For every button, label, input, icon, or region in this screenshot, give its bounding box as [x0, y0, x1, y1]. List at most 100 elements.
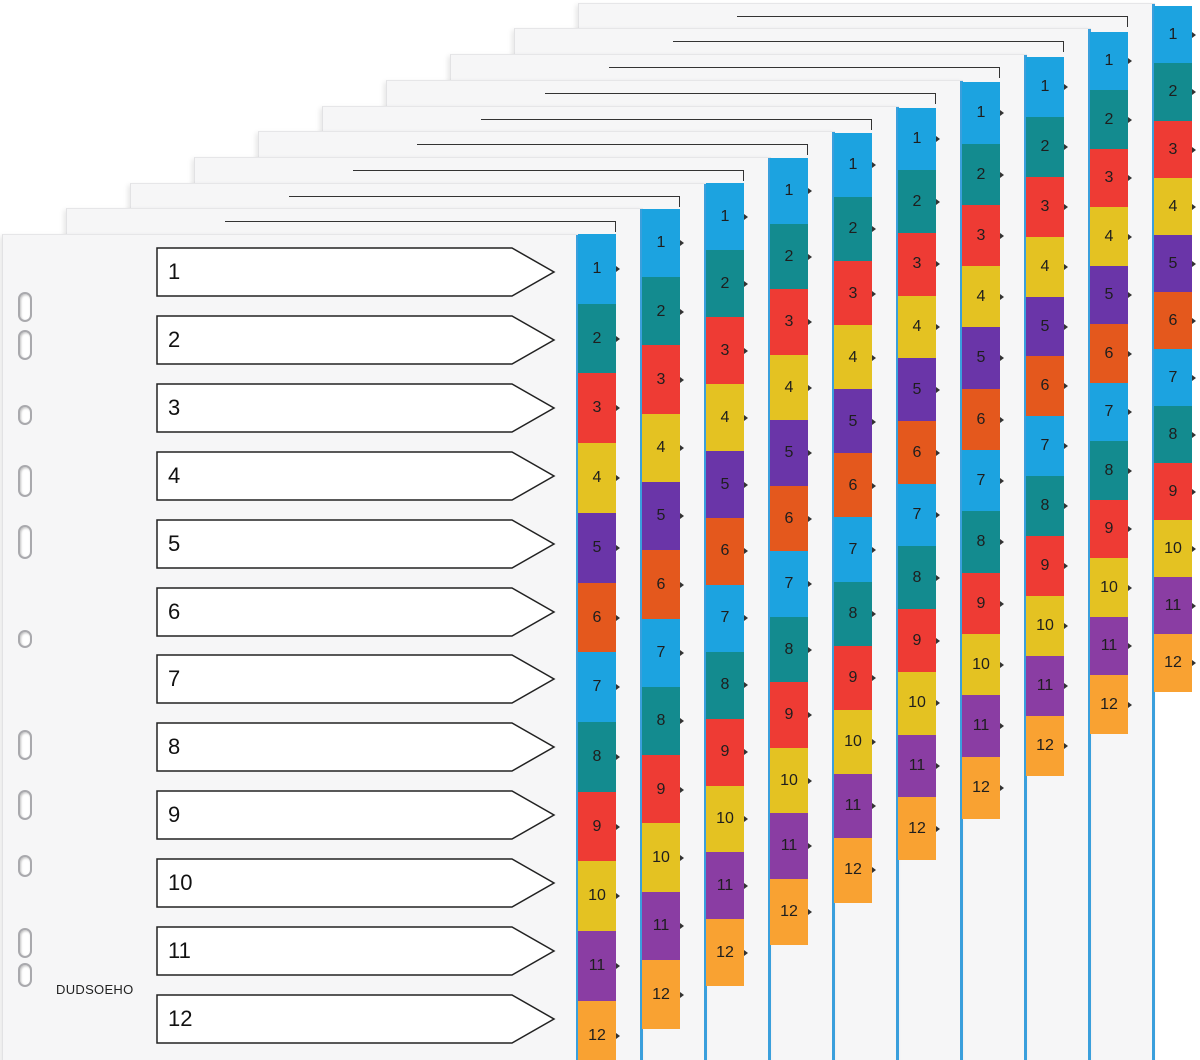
index-tab[interactable]: 6 [642, 550, 684, 620]
index-tab[interactable]: 1 [1026, 56, 1068, 117]
index-tab[interactable]: 10 [642, 823, 684, 893]
index-tab[interactable]: 11 [770, 813, 812, 880]
index-tab[interactable]: 3 [1154, 120, 1196, 179]
index-tab[interactable]: 4 [706, 384, 748, 452]
index-tab[interactable]: 6 [898, 421, 940, 484]
index-tab[interactable]: 5 [898, 358, 940, 422]
index-tab[interactable]: 6 [1154, 291, 1196, 350]
index-tab[interactable]: 6 [962, 388, 1004, 451]
index-tab[interactable]: 4 [1090, 207, 1132, 267]
index-tab[interactable]: 2 [770, 223, 812, 290]
index-tab[interactable]: 1 [770, 158, 812, 225]
index-tab[interactable]: 8 [642, 686, 684, 756]
index-tab[interactable]: 9 [1026, 536, 1068, 597]
index-tab[interactable]: 6 [1090, 324, 1132, 384]
index-tab[interactable]: 5 [1090, 265, 1132, 325]
index-tab[interactable]: 12 [1154, 634, 1196, 693]
index-tab[interactable]: 3 [962, 204, 1004, 267]
index-tab[interactable]: 7 [1154, 348, 1196, 407]
index-tab[interactable]: 11 [706, 852, 748, 920]
index-tab[interactable]: 2 [898, 170, 940, 234]
index-tab[interactable]: 9 [1090, 499, 1132, 559]
index-tab[interactable]: 8 [898, 546, 940, 610]
index-tab[interactable]: 6 [578, 582, 620, 653]
index-tab[interactable]: 7 [770, 551, 812, 618]
index-tab[interactable]: 11 [1154, 577, 1196, 636]
index-tab[interactable]: 3 [1090, 148, 1132, 208]
index-tab[interactable]: 8 [962, 511, 1004, 574]
index-tab[interactable]: 4 [1026, 236, 1068, 297]
index-tab[interactable]: 5 [1026, 296, 1068, 357]
index-tab[interactable]: 2 [834, 196, 876, 262]
index-tab[interactable]: 1 [642, 208, 684, 278]
index-tab[interactable]: 6 [834, 453, 876, 519]
index-tab[interactable]: 3 [642, 345, 684, 415]
index-tab[interactable]: 12 [706, 919, 748, 987]
index-tab[interactable]: 9 [642, 755, 684, 825]
index-tab[interactable]: 11 [834, 773, 876, 839]
index-tab[interactable]: 12 [962, 756, 1004, 819]
index-tab[interactable]: 7 [1026, 416, 1068, 477]
index-tab[interactable]: 12 [642, 960, 684, 1029]
index-tab[interactable]: 2 [706, 250, 748, 318]
index-tab[interactable]: 6 [770, 485, 812, 552]
index-tab[interactable]: 8 [834, 581, 876, 647]
index-tab[interactable]: 8 [1090, 441, 1132, 501]
index-tab[interactable]: 7 [642, 618, 684, 688]
index-tab[interactable]: 5 [578, 512, 620, 583]
index-tab[interactable]: 12 [1090, 675, 1132, 735]
index-tab[interactable]: 3 [1026, 176, 1068, 237]
index-tab[interactable]: 3 [706, 317, 748, 385]
index-tab[interactable]: 8 [1154, 406, 1196, 464]
index-tab[interactable]: 9 [962, 572, 1004, 635]
index-tab[interactable]: 7 [898, 483, 940, 547]
index-tab[interactable]: 4 [962, 266, 1004, 329]
index-tab[interactable]: 2 [962, 143, 1004, 206]
index-tab[interactable]: 3 [578, 373, 620, 444]
index-tab[interactable]: 5 [1154, 234, 1196, 293]
index-tab[interactable]: 8 [706, 651, 748, 719]
index-tab[interactable]: 11 [898, 734, 940, 798]
index-tab[interactable]: 1 [962, 82, 1004, 145]
index-tab[interactable]: 12 [1026, 715, 1068, 776]
index-tab[interactable]: 9 [898, 609, 940, 673]
index-tab[interactable]: 2 [642, 277, 684, 346]
index-tab[interactable]: 7 [1090, 382, 1132, 442]
index-tab[interactable]: 8 [770, 616, 812, 683]
index-tab[interactable]: 1 [578, 234, 620, 304]
index-tab[interactable]: 10 [1154, 520, 1196, 579]
index-tab[interactable]: 12 [898, 797, 940, 861]
index-tab[interactable]: 10 [770, 747, 812, 814]
index-tab[interactable]: 9 [770, 682, 812, 749]
index-tab[interactable]: 12 [770, 878, 812, 945]
index-tab[interactable]: 2 [1026, 116, 1068, 177]
index-tab[interactable]: 7 [962, 450, 1004, 512]
index-tab[interactable]: 1 [1154, 6, 1196, 65]
index-tab[interactable]: 7 [578, 652, 620, 723]
index-tab[interactable]: 7 [706, 584, 748, 652]
index-tab[interactable]: 4 [898, 295, 940, 359]
index-tab[interactable]: 10 [1026, 596, 1068, 656]
index-tab[interactable]: 10 [1090, 558, 1132, 618]
index-tab[interactable]: 4 [770, 354, 812, 421]
index-tab[interactable]: 11 [1090, 616, 1132, 676]
index-tab[interactable]: 10 [578, 861, 620, 932]
index-tab[interactable]: 6 [1026, 356, 1068, 417]
index-tab[interactable]: 9 [578, 791, 620, 862]
index-tab[interactable]: 2 [1154, 63, 1196, 122]
index-tab[interactable]: 5 [962, 327, 1004, 390]
index-tab[interactable]: 2 [1090, 90, 1132, 150]
index-tab[interactable]: 6 [706, 517, 748, 585]
index-tab[interactable]: 12 [834, 837, 876, 903]
index-tab[interactable]: 1 [1090, 31, 1132, 91]
index-tab[interactable]: 11 [642, 891, 684, 961]
index-tab[interactable]: 5 [706, 451, 748, 518]
index-tab[interactable]: 7 [834, 517, 876, 583]
index-tab[interactable]: 10 [834, 709, 876, 775]
index-tab[interactable]: 9 [834, 645, 876, 711]
index-tab[interactable]: 12 [578, 1000, 620, 1060]
index-tab[interactable]: 11 [578, 931, 620, 1001]
index-tab[interactable]: 2 [578, 303, 620, 374]
index-tab[interactable]: 11 [1026, 655, 1068, 716]
index-tab[interactable]: 1 [706, 183, 748, 251]
